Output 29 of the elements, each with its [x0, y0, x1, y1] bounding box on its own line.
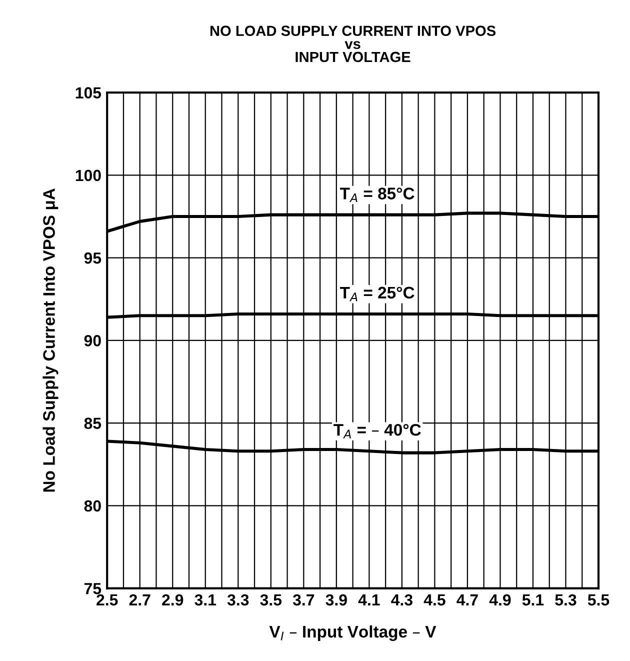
x-tick-label: 4.5 [424, 594, 446, 606]
x-tick-label: 4.3 [391, 594, 412, 606]
y-tick-label: 100 [76, 170, 101, 182]
x-tick-label: 5.3 [555, 594, 576, 606]
y-axis-title: No Load Supply Current Into VPOS μA [42, 188, 58, 492]
series-label: T$_{A}$ = – 40°C [334, 424, 421, 438]
x-tick-label: 3.9 [326, 594, 347, 606]
chart-title: NO LOAD SUPPLY CURRENT INTO VPOS vs INPUT VOLTAGE [210, 26, 496, 62]
x-tick-label: 4.9 [489, 594, 511, 606]
x-axis-title: V$_{I}$ – Input Voltage – V [269, 625, 436, 642]
x-tick-label: 3.3 [227, 594, 249, 606]
y-tick-label: 105 [76, 87, 102, 98]
x-tick-label: 3.5 [260, 594, 282, 606]
y-tick-label: 90 [84, 335, 101, 346]
y-tick-label: 80 [84, 500, 101, 512]
y-tick-label: 85 [84, 418, 102, 429]
x-tick-label: 4.7 [456, 594, 478, 606]
y-tick-label: 75 [84, 583, 102, 594]
x-tick-label: 4.1 [358, 594, 380, 606]
x-tick-label: 2.7 [129, 594, 150, 606]
series-label: T$_{A}$ = 25°C [340, 286, 414, 302]
x-tick-label: 2.5 [96, 594, 118, 606]
x-tick-label: 5.1 [522, 594, 544, 606]
x-tick-label: 5.5 [588, 594, 610, 606]
x-tick-label: 3.7 [292, 594, 314, 606]
x-tick-label: 2.9 [162, 594, 184, 606]
series-label: T$_{A}$ = 85°C [340, 188, 414, 202]
x-tick-label: 3.1 [194, 594, 216, 606]
y-tick-label: 95 [84, 252, 102, 264]
